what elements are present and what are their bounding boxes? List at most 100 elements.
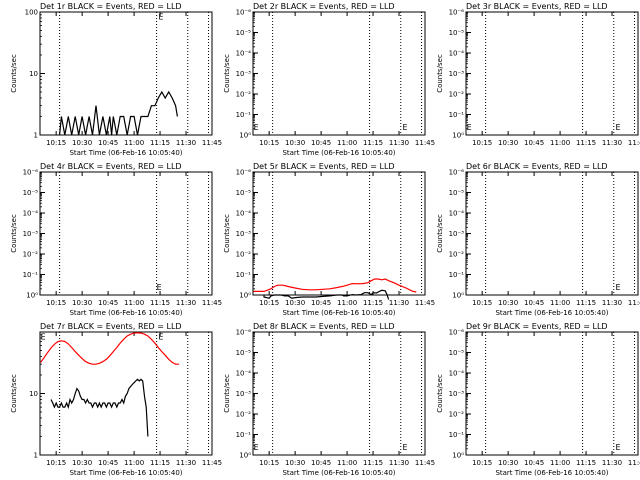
panel-6-x-tick-label: 11:45 bbox=[628, 299, 640, 307]
panel-7-y-tick-label: 10 bbox=[29, 390, 38, 398]
panel-9-y-tick-label: 10⁻⁶ bbox=[449, 329, 465, 337]
panel-8-y-tick-label: 10⁻³ bbox=[236, 390, 252, 398]
panel-7-x-tick-label: 10:30 bbox=[72, 459, 92, 467]
panel-4-x-tick-label: 10:30 bbox=[72, 299, 92, 307]
panel-4-y-tick-label: 10⁻² bbox=[23, 251, 39, 259]
panel-4-x-tick-label: 11:15 bbox=[150, 299, 170, 307]
panel-6-x-tick-label: 10:45 bbox=[524, 299, 544, 307]
panel-5-y-tick-label: 10⁻² bbox=[236, 251, 252, 259]
panel-5-x-tick-label: 11:30 bbox=[389, 299, 409, 307]
panel-6-y-tick-label: 10⁻⁵ bbox=[449, 189, 465, 197]
panel-9-x-tick-label: 11:00 bbox=[550, 459, 570, 467]
panel-8-x-tick-label: 11:15 bbox=[363, 459, 383, 467]
panel-8-x-axis-label: Start Time (06-Feb-16 10:05:40) bbox=[282, 469, 395, 477]
panel-6-y-tick-label: 10⁻³ bbox=[449, 230, 465, 238]
panel-9-x-tick-label: 10:15 bbox=[472, 459, 492, 467]
panel-8-y-tick-label: 10⁻¹ bbox=[236, 431, 252, 439]
panel-3-x-tick-label: 11:30 bbox=[602, 139, 622, 147]
panel-9-y-tick-label: 10⁻² bbox=[449, 411, 465, 419]
panel-3-y-tick-label: 10⁻¹ bbox=[449, 111, 465, 119]
panel-3-y-tick-label: 10⁻³ bbox=[449, 70, 465, 78]
panel-7-frame bbox=[39, 331, 213, 456]
panel-3-x-tick-label: 10:30 bbox=[498, 139, 518, 147]
detector-panel-1: Det 1r BLACK = Events, RED = LLD 10:15 10:… bbox=[10, 2, 222, 157]
panel-6-x-tick-label: 11:30 bbox=[602, 299, 622, 307]
panel-5-series-events-line bbox=[263, 289, 390, 300]
panel-9-y-tick-label: 10⁻⁵ bbox=[449, 349, 465, 357]
panel-5-y-tick-label: 10⁻³ bbox=[236, 230, 252, 238]
panel-6-y-tick-label: 10⁻² bbox=[449, 251, 465, 259]
panel-2-title: Det 2r BLACK = Events, RED = LLD bbox=[253, 2, 395, 11]
panel-6-x-tick-label: 11:15 bbox=[576, 299, 596, 307]
panel-1-x-tick-label: 10:15 bbox=[46, 139, 66, 147]
panel-2-e-marker: E bbox=[254, 123, 259, 132]
panel-1-e-marker: E bbox=[158, 12, 163, 21]
panel-7-series-events-line bbox=[50, 378, 149, 437]
panel-2-x-tick-label: 11:30 bbox=[389, 139, 409, 147]
panel-8-frame bbox=[252, 331, 426, 456]
panel-6-y-axis-label: Counts/sec bbox=[436, 214, 444, 253]
panel-2-x-tick-label: 10:45 bbox=[311, 139, 331, 147]
panel-9-title: Det 9r BLACK = Events, RED = LLD bbox=[466, 322, 608, 331]
panel-4-x-tick-label: 10:15 bbox=[46, 299, 66, 307]
panel-9-e-marker: E bbox=[615, 443, 620, 452]
panel-9-frame bbox=[465, 331, 639, 456]
panel-3-y-axis-label: Counts/sec bbox=[436, 54, 444, 93]
panel-9-x-tick-label: 10:45 bbox=[524, 459, 544, 467]
panel-2-x-tick-label: 11:45 bbox=[415, 139, 435, 147]
panel-2-y-tick-label: 10⁻³ bbox=[236, 70, 252, 78]
panel-4-y-tick-label: 10⁰ bbox=[26, 292, 38, 300]
panel-4-y-tick-label: 10⁻⁴ bbox=[23, 210, 39, 218]
panel-3-e-marker: E bbox=[467, 123, 472, 132]
panel-5-x-axis-label: Start Time (06-Feb-16 10:05:40) bbox=[282, 309, 395, 317]
panel-6-x-tick-label: 10:30 bbox=[498, 299, 518, 307]
panel-8-y-tick-label: 10⁻² bbox=[236, 411, 252, 419]
panel-6-x-tick-label: 11:00 bbox=[550, 299, 570, 307]
detector-panel-5: Det 5r BLACK = Events, RED = LLD 10:15 10:… bbox=[223, 162, 435, 317]
panel-2-frame bbox=[252, 11, 426, 136]
panel-5-x-tick-label: 10:45 bbox=[311, 299, 331, 307]
panel-6-x-axis-label: Start Time (06-Feb-16 10:05:40) bbox=[495, 309, 608, 317]
panel-8-x-tick-label: 10:45 bbox=[311, 459, 331, 467]
panel-6-title: Det 6r BLACK = Events, RED = LLD bbox=[466, 162, 608, 171]
panel-5-y-tick-label: 10⁻¹ bbox=[236, 271, 252, 279]
panel-7-x-axis-label: Start Time (06-Feb-16 10:05:40) bbox=[69, 469, 182, 477]
panel-7-title: Det 7r BLACK = Events, RED = LLD bbox=[40, 322, 182, 331]
panel-2-x-axis-label: Start Time (06-Feb-16 10:05:40) bbox=[282, 149, 395, 157]
panel-1-x-tick-label: 11:15 bbox=[150, 139, 170, 147]
panel-3-x-tick-label: 10:45 bbox=[524, 139, 544, 147]
panel-6-y-tick-label: 10⁻⁴ bbox=[449, 210, 465, 218]
panel-7-y-tick-label: 1 bbox=[34, 452, 38, 460]
detector-panel-8: Det 8r BLACK = Events, RED = LLD 10:15 10:… bbox=[223, 322, 435, 477]
panel-6-y-tick-label: 10⁻⁶ bbox=[449, 169, 465, 177]
panel-9-x-tick-label: 11:45 bbox=[628, 459, 640, 467]
panel-4-y-axis-label: Counts/sec bbox=[10, 214, 18, 253]
panel-5-x-tick-label: 11:00 bbox=[337, 299, 357, 307]
panel-5-x-tick-label: 11:15 bbox=[363, 299, 383, 307]
panel-8-y-tick-label: 10⁻⁴ bbox=[236, 370, 252, 378]
panel-8-y-tick-label: 10⁻⁵ bbox=[236, 349, 252, 357]
panel-4-x-tick-label: 10:45 bbox=[98, 299, 118, 307]
panel-3-x-tick-label: 11:00 bbox=[550, 139, 570, 147]
panel-6-frame bbox=[465, 171, 639, 296]
detector-panel-6: Det 6r BLACK = Events, RED = LLD 10:15 10:… bbox=[436, 162, 640, 317]
panel-3-frame bbox=[465, 11, 639, 136]
panel-4-title: Det 4r BLACK = Events, RED = LLD bbox=[40, 162, 182, 171]
detector-panel-2: Det 2r BLACK = Events, RED = LLD 10:15 10:… bbox=[223, 2, 435, 157]
panel-1-frame bbox=[39, 11, 213, 136]
panel-9-x-axis-label: Start Time (06-Feb-16 10:05:40) bbox=[495, 469, 608, 477]
panel-2-y-tick-label: 10⁻² bbox=[236, 91, 252, 99]
panel-7-y-axis-label: Counts/sec bbox=[10, 374, 18, 413]
panel-2-x-tick-label: 11:00 bbox=[337, 139, 357, 147]
panel-6-y-tick-label: 10⁻¹ bbox=[449, 271, 465, 279]
detector-panel-3: Det 3r BLACK = Events, RED = LLD 10:15 10:… bbox=[436, 2, 640, 147]
panel-2-x-tick-label: 10:30 bbox=[285, 139, 305, 147]
panel-8-x-tick-label: 10:15 bbox=[259, 459, 279, 467]
panel-4-y-tick-label: 10⁻⁵ bbox=[23, 189, 39, 197]
panel-3-x-tick-label: 11:45 bbox=[628, 139, 640, 147]
panel-3-y-tick-label: 10⁰ bbox=[452, 132, 464, 140]
panel-2-y-tick-label: 10⁻⁴ bbox=[236, 50, 252, 58]
panel-5-title: Det 5r BLACK = Events, RED = LLD bbox=[253, 162, 395, 171]
panel-4-y-tick-label: 10⁻⁶ bbox=[23, 169, 39, 177]
